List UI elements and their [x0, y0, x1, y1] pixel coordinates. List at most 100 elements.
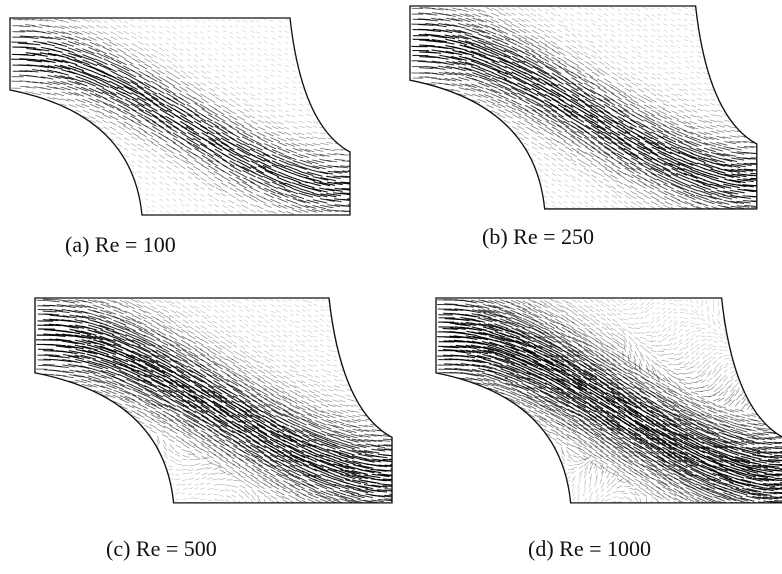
- vector: [737, 61, 742, 62]
- vector: [264, 37, 268, 39]
- vector: [744, 131, 752, 132]
- vector: [327, 82, 331, 83]
- vector: [200, 104, 209, 109]
- vector: [37, 412, 42, 415]
- vector: [265, 121, 271, 124]
- vector: [40, 127, 45, 128]
- vector: [213, 335, 219, 339]
- vector: [100, 475, 102, 480]
- vector: [293, 58, 296, 59]
- vector: [559, 184, 563, 186]
- vector: [195, 449, 202, 453]
- vector: [524, 19, 530, 22]
- vector: [163, 494, 166, 495]
- vector: [222, 115, 231, 120]
- vector: [48, 183, 52, 184]
- vector: [88, 194, 92, 196]
- vector: [570, 8, 573, 10]
- vector: [49, 384, 58, 385]
- vector: [60, 149, 63, 150]
- vector: [55, 71, 69, 75]
- vector: [227, 300, 231, 302]
- vector: [47, 115, 52, 116]
- vector: [76, 428, 81, 430]
- vector: [750, 178, 767, 179]
- vector: [257, 98, 261, 100]
- vector: [277, 127, 284, 130]
- vector: [230, 32, 233, 34]
- vector: [75, 476, 78, 479]
- vector: [326, 142, 332, 143]
- vector: [74, 406, 79, 410]
- vector: [207, 463, 213, 465]
- vector: [180, 53, 183, 55]
- vector: [230, 26, 233, 28]
- vector: [307, 64, 310, 65]
- vector: [250, 48, 254, 50]
- vector: [625, 173, 633, 178]
- vector: [119, 459, 120, 463]
- vector: [189, 465, 195, 466]
- vector: [93, 486, 94, 490]
- vector: [671, 61, 675, 63]
- vector: [166, 183, 171, 186]
- vector: [271, 121, 277, 124]
- vector: [466, 191, 470, 192]
- vector: [242, 210, 247, 212]
- vector: [545, 142, 551, 146]
- vector: [215, 36, 219, 38]
- vector: [750, 173, 766, 174]
- vector: [592, 35, 596, 38]
- vector: [617, 46, 620, 48]
- vector: [526, 127, 533, 131]
- vector: [151, 194, 154, 196]
- vector: [202, 109, 213, 115]
- vector: [88, 26, 94, 29]
- vector: [144, 59, 151, 63]
- vector: [96, 70, 111, 77]
- vector: [173, 210, 177, 213]
- vector: [257, 48, 261, 50]
- vector: [637, 29, 640, 31]
- vector: [75, 461, 79, 462]
- vector: [32, 93, 41, 94]
- vector: [498, 126, 504, 129]
- vector: [233, 345, 238, 348]
- vector: [62, 444, 66, 446]
- vector: [271, 105, 276, 107]
- vector: [188, 154, 196, 159]
- vector: [599, 61, 604, 64]
- vector: [138, 434, 139, 440]
- vector: [113, 486, 115, 490]
- vector: [685, 66, 690, 68]
- vector: [227, 326, 232, 329]
- vector: [664, 8, 667, 10]
- vector: [250, 94, 255, 96]
- vector: [214, 183, 221, 187]
- vector: [320, 77, 324, 78]
- vector: [20, 86, 30, 87]
- vector: [208, 115, 219, 122]
- vector: [466, 137, 470, 138]
- vector: [201, 65, 206, 68]
- vector: [445, 142, 449, 143]
- vector: [43, 311, 57, 312]
- vector: [123, 210, 127, 212]
- vector: [506, 152, 510, 154]
- vector: [465, 104, 472, 106]
- vector: [278, 132, 285, 135]
- vector: [492, 8, 499, 11]
- vector: [138, 441, 139, 447]
- vector: [219, 495, 223, 496]
- vector: [180, 177, 185, 180]
- vector: [120, 304, 129, 308]
- vector: [605, 200, 608, 202]
- vector: [671, 19, 675, 21]
- vector: [208, 81, 213, 84]
- vector: [138, 161, 142, 164]
- vector: [650, 8, 653, 10]
- vector: [151, 325, 160, 329]
- vector: [138, 137, 145, 141]
- vector: [61, 155, 65, 156]
- vector: [166, 211, 170, 213]
